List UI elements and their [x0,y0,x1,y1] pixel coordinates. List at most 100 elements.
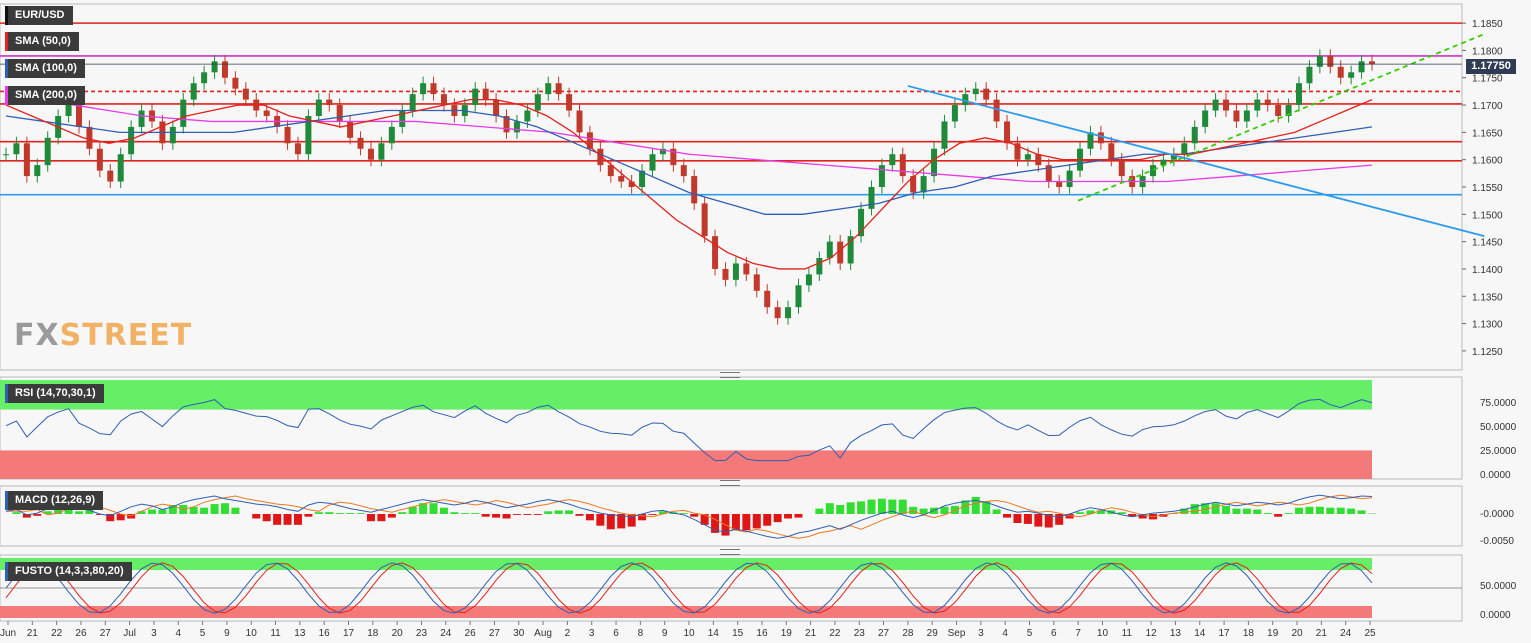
candle-body [493,99,500,116]
macd-hist-bar [158,509,167,514]
candle-body [1358,61,1365,73]
macd-hist-bar [471,513,480,514]
x-tick-label: 12 [1146,628,1158,639]
x-tick-label: 16 [756,628,768,639]
candle-body [1212,99,1219,111]
candle-body [597,148,604,166]
candle-body [201,72,208,84]
macd-hist-bar [346,513,355,514]
macd-hist-bar [1003,514,1012,518]
macd-hist-bar [533,514,542,515]
macd-hist-bar [398,512,407,514]
last-price-tag: 1.17750 [1466,59,1516,74]
candle-body [44,137,51,166]
macd-hist-bar [116,514,125,521]
fusto-slow-line [5,562,1373,614]
macd-hist-bar [283,514,292,525]
macd-hist-bar [210,504,219,514]
x-tick-label: 11 [1122,628,1133,639]
macd-hist-bar [638,514,647,521]
x-tick-label: 14 [1194,628,1206,639]
macd-hist-bar [450,512,459,514]
panel-resize-handle[interactable] [720,549,740,555]
macd-hist-bar [575,514,584,516]
x-tick-label: 22 [51,628,63,639]
macd-hist-bar [419,503,428,514]
macd-hist-bar [460,513,469,514]
macd-hist-bar [1336,507,1345,514]
candle-body [430,83,437,95]
x-tick-label: 14 [708,628,720,639]
x-tick-label: 22 [829,628,841,639]
macd-hist-bar [325,512,334,514]
macd-hist-bar [314,512,323,514]
macd-hist-bar [658,511,667,514]
sma100-label: SMA (100,0) [5,59,85,78]
macd-hist-bar [794,514,803,518]
y-tick-label: 1.1800 [1472,46,1503,57]
macd-hist-bar [502,514,511,519]
candle-body [1160,159,1167,166]
candle-body [1233,110,1240,122]
candle-body [795,285,802,308]
x-tick-label: 9 [224,628,230,639]
macd-hist-bar [1232,508,1241,514]
candle-body [440,94,447,106]
macd-hist-bar [1190,504,1199,514]
x-tick-label: 16 [319,628,331,639]
panel-resize-handle[interactable] [720,372,740,378]
macd-hist-bar [293,514,302,525]
macd-hist-bar [752,514,761,529]
candle-body [691,176,698,204]
macd-hist-bar [1295,507,1304,514]
y-tick-label: 1.1300 [1472,320,1503,331]
macd-hist-bar [304,514,313,517]
y-tick-label: 1.1650 [1472,128,1503,139]
x-tick-label: 30 [513,628,525,639]
candle-body [722,268,729,280]
candle-body [607,165,614,177]
rsi-tick: 50.0000 [1480,422,1517,433]
macd-hist-bar [1034,514,1043,527]
macd-hist-bar [888,499,897,514]
macd-hist-bar [1326,507,1335,514]
macd-hist-bar [22,514,31,518]
candle-body [148,110,155,122]
x-tick-label: 24 [440,628,452,639]
macd-hist-bar [377,514,386,522]
macd-hist-bar [773,514,782,523]
trendline-ascending [1077,33,1485,202]
candle-body [128,126,135,155]
macd-hist-bar [74,511,83,514]
candle-body [1275,105,1282,116]
macd-hist-bar [512,514,521,515]
candle-body [1337,66,1344,78]
candle-body [534,94,541,111]
macd-hist-bar [544,511,553,514]
macd-tick: -0.0050 [1480,536,1514,547]
x-tick-label: 5 [1027,628,1033,639]
macd-hist-bar [1086,510,1095,514]
macd-hist-bar [648,514,657,515]
macd-hist-bar [711,514,720,533]
candle-body [420,83,427,95]
macd-hist-bar [1347,508,1356,514]
candle-body [941,121,948,149]
x-tick-label: 10 [246,628,258,639]
x-tick-label: 27 [489,628,501,639]
panel-resize-handle[interactable] [720,480,740,486]
candle-body [1087,132,1094,149]
candle-body [878,165,885,187]
macd-hist-bar [731,514,740,531]
candle-body [169,126,176,144]
x-tick-label: 9 [662,628,668,639]
x-tick-label: 20 [392,628,404,639]
rsi-tick: 0.0000 [1480,470,1511,481]
macd-hist-bar [1180,508,1189,514]
candle-body [1097,132,1104,144]
fusto-tick: 50.0000 [1480,581,1517,592]
candle-body [837,241,844,264]
candle-body [315,99,322,116]
fxstreet-logo: FXSTREET [14,318,193,353]
